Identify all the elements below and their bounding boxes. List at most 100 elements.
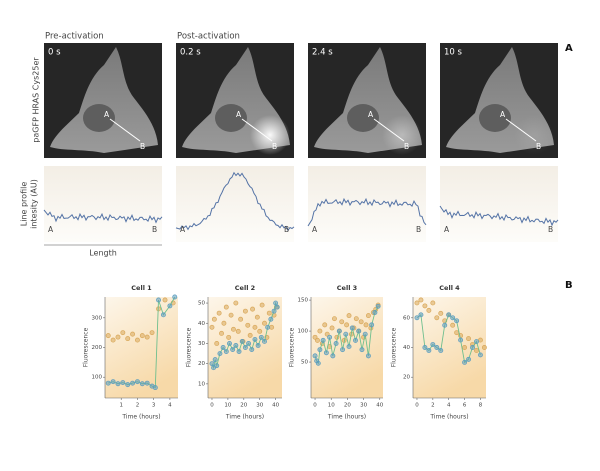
data-point xyxy=(214,341,220,346)
activation-spot xyxy=(514,115,554,155)
panel-label: A xyxy=(565,43,573,54)
profile-end-label: B xyxy=(152,225,157,234)
data-point xyxy=(466,336,471,342)
data-point xyxy=(339,319,345,325)
data-point xyxy=(239,338,245,344)
chart-title: Cell 3 xyxy=(337,284,357,292)
series-line xyxy=(314,306,379,365)
activation-spot xyxy=(382,115,422,155)
data-point xyxy=(236,349,242,354)
data-point xyxy=(324,331,330,337)
data-point xyxy=(209,361,215,367)
y-axis-label: Fluorescence xyxy=(186,327,193,367)
x-tick-label: 4 xyxy=(168,403,172,409)
data-point xyxy=(246,341,252,346)
data-point xyxy=(139,333,145,339)
profile-curve xyxy=(43,209,163,224)
x-tick-label: 0 xyxy=(313,403,317,409)
data-point xyxy=(216,310,222,316)
chart-title: Cell 1 xyxy=(131,284,152,292)
data-point xyxy=(257,328,263,334)
profile-line xyxy=(241,118,273,142)
data-point xyxy=(438,310,444,316)
profile-background xyxy=(44,166,162,242)
data-point xyxy=(418,297,424,303)
data-point xyxy=(149,330,155,336)
data-point xyxy=(422,303,428,309)
data-point xyxy=(245,322,251,328)
data-point xyxy=(481,345,487,350)
x-tick-label: 8 xyxy=(479,403,483,409)
data-point xyxy=(353,337,358,343)
x-axis-label: Time (hours) xyxy=(225,414,264,421)
y-tick-label: 100 xyxy=(298,329,309,335)
data-point xyxy=(446,312,452,318)
x-axis-label: Time (hours) xyxy=(429,414,468,421)
data-point xyxy=(259,302,265,308)
y-axis-label: Fluorescence xyxy=(391,327,398,367)
data-point xyxy=(353,316,359,322)
nucleus xyxy=(215,104,247,132)
data-point xyxy=(134,337,140,343)
data-point xyxy=(214,363,220,369)
data-point xyxy=(434,345,440,350)
data-point xyxy=(268,316,274,322)
data-point xyxy=(212,357,218,363)
micrograph: A B 10 s xyxy=(440,43,558,158)
time-label: 0 s xyxy=(48,48,61,58)
data-point xyxy=(438,348,444,353)
data-point xyxy=(211,316,217,322)
data-point xyxy=(320,337,326,343)
data-point xyxy=(110,379,116,385)
header: Post-activation xyxy=(177,32,240,42)
data-point xyxy=(125,336,131,342)
x-tick-label: 6 xyxy=(463,403,467,409)
y-tick-label: 20 xyxy=(403,375,410,381)
image-y-label: paGFP HRAS Cys25er xyxy=(32,57,41,143)
x-tick-label: 10 xyxy=(224,403,231,409)
data-point xyxy=(317,328,323,334)
profile-background xyxy=(308,166,426,242)
data-point xyxy=(375,303,381,309)
x-axis-label: Time (hours) xyxy=(121,414,160,421)
data-point xyxy=(262,320,267,326)
data-point xyxy=(336,328,342,334)
y-tick-label: 50 xyxy=(301,360,308,366)
time-label: 0.2 s xyxy=(180,48,201,58)
nucleus xyxy=(347,104,379,132)
profile-line xyxy=(109,118,141,142)
y-tick-label: 300 xyxy=(92,315,103,321)
data-point xyxy=(250,306,256,312)
data-point xyxy=(271,308,277,314)
data-point xyxy=(242,308,248,314)
data-point xyxy=(255,343,261,348)
data-point xyxy=(442,322,448,328)
time-label: 10 s xyxy=(444,48,463,58)
data-point xyxy=(115,334,121,340)
data-point xyxy=(110,337,116,343)
data-point xyxy=(120,330,126,336)
data-point xyxy=(434,315,440,321)
data-point xyxy=(223,349,229,354)
data-point xyxy=(327,334,333,340)
profile-end-label: A xyxy=(444,225,450,234)
data-point xyxy=(156,297,161,303)
data-point xyxy=(252,336,258,342)
data-point xyxy=(254,314,260,320)
data-point xyxy=(363,322,369,328)
data-point xyxy=(130,380,136,386)
data-point xyxy=(426,348,432,353)
data-point xyxy=(233,343,239,348)
nucleus xyxy=(479,104,511,132)
data-point xyxy=(474,348,479,353)
chart-title: Cell 4 xyxy=(439,284,460,292)
data-point xyxy=(322,322,328,328)
plot-area xyxy=(105,297,178,398)
profile-y-label: intesity (AU) xyxy=(30,179,39,229)
data-point xyxy=(477,337,483,343)
profile-background xyxy=(176,166,294,242)
data-point xyxy=(430,300,436,306)
data-point xyxy=(426,307,432,313)
